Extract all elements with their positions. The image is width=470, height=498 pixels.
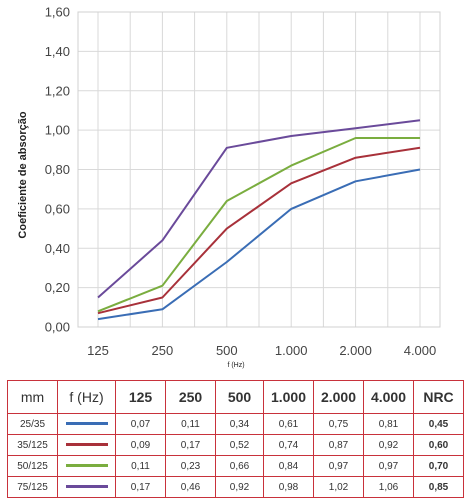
table-row: 35/125 0,09 0,17 0,52 0,74 0,87 0,92 0,60 <box>7 434 464 456</box>
y-tick-label: 0,20 <box>45 280 70 295</box>
header-125: 125 <box>115 380 166 414</box>
x-tick-label: 125 <box>87 343 109 358</box>
row-value: 0,46 <box>165 476 216 498</box>
row-value: 0,34 <box>215 413 264 435</box>
row-value: 0,97 <box>363 455 414 477</box>
absorption-chart: 0,00 0,20 0,40 0,60 0,80 1,00 1,20 1,40 1,60 125… <box>17 5 441 369</box>
y-tick-label: 0,00 <box>45 320 70 335</box>
table-row: 75/125 0,17 0,46 0,92 0,98 1,02 1,06 0,85 <box>7 476 464 498</box>
x-tick-label: 250 <box>152 343 174 358</box>
table-header-row: mm f (Hz) 125 250 500 1.000 2.000 4.000 … <box>7 380 464 414</box>
row-nrc: 0,70 <box>413 455 464 477</box>
row-mm: 25/35 <box>7 413 58 435</box>
row-value: 0,74 <box>263 434 314 456</box>
row-value: 0,23 <box>165 455 216 477</box>
row-value: 0,84 <box>263 455 314 477</box>
legend-line-swatch <box>65 464 108 468</box>
row-color-swatch <box>57 455 116 477</box>
y-tick-label: 1,60 <box>45 5 70 20</box>
x-tick-label: 2.000 <box>339 343 372 358</box>
header-mm: mm <box>7 380 58 414</box>
row-nrc: 0,60 <box>413 434 464 456</box>
plot-frame <box>77 11 441 328</box>
chart-series <box>97 119 421 321</box>
series-line-50-125 <box>97 137 420 313</box>
y-tick-label: 1,40 <box>45 44 70 59</box>
row-value: 0,81 <box>363 413 414 435</box>
row-value: 0,87 <box>313 434 364 456</box>
row-mm: 75/125 <box>7 476 58 498</box>
x-tick-label: 1.000 <box>275 343 308 358</box>
row-value: 0,66 <box>215 455 264 477</box>
row-value: 0,17 <box>115 476 166 498</box>
table-row: 50/125 0,11 0,23 0,66 0,84 0,97 0,97 0,70 <box>7 455 464 477</box>
row-value: 0,92 <box>363 434 414 456</box>
series-line-75-125 <box>97 119 421 299</box>
y-tick-label: 1,00 <box>45 123 70 138</box>
x-axis-ticks: 125 250 500 1.000 2.000 4.000 <box>87 343 436 358</box>
header-250: 250 <box>165 380 216 414</box>
header-2000: 2.000 <box>313 380 364 414</box>
y-tick-label: 1,20 <box>45 83 70 98</box>
x-tick-label: 4.000 <box>404 343 437 358</box>
table-body: 25/35 0,07 0,11 0,34 0,61 0,75 0,81 0,45 35/125 0… <box>7 413 464 498</box>
header-4000: 4.000 <box>363 380 414 414</box>
row-value: 0,52 <box>215 434 264 456</box>
row-value: 0,09 <box>115 434 166 456</box>
row-mm: 50/125 <box>7 455 58 477</box>
absorption-table-wrap: mm f (Hz) 125 250 500 1.000 2.000 4.000 … <box>7 380 464 498</box>
row-value: 0,92 <box>215 476 264 498</box>
legend-line-swatch <box>65 422 108 426</box>
row-value: 0,07 <box>115 413 166 435</box>
y-tick-label: 0,60 <box>45 201 70 216</box>
table-row: 25/35 0,07 0,11 0,34 0,61 0,75 0,81 0,45 <box>7 413 464 435</box>
row-value: 0,98 <box>263 476 314 498</box>
chart-grid <box>77 11 441 328</box>
y-tick-label: 0,80 <box>45 162 70 177</box>
row-value: 0,11 <box>165 413 216 435</box>
row-value: 0,11 <box>115 455 166 477</box>
row-mm: 35/125 <box>7 434 58 456</box>
header-frequency: f (Hz) <box>57 380 116 414</box>
header-500: 500 <box>215 380 264 414</box>
header-nrc: NRC <box>413 380 464 414</box>
y-axis-title: Coeficiente de absorção <box>17 111 29 238</box>
header-1000: 1.000 <box>263 380 314 414</box>
row-nrc: 0,85 <box>413 476 464 498</box>
row-color-swatch <box>57 476 116 498</box>
y-tick-label: 0,40 <box>45 241 70 256</box>
row-value: 1,02 <box>313 476 364 498</box>
row-color-swatch <box>57 434 116 456</box>
legend-line-swatch <box>65 443 108 447</box>
series-line-35-125 <box>97 146 421 315</box>
row-value: 0,61 <box>263 413 314 435</box>
series-line-25-35 <box>97 168 421 321</box>
row-value: 0,75 <box>313 413 364 435</box>
row-value: 0,17 <box>165 434 216 456</box>
y-axis-ticks: 0,00 0,20 0,40 0,60 0,80 1,00 1,20 1,40 1,60 <box>45 5 70 335</box>
x-tick-label: 500 <box>216 343 238 358</box>
row-value: 0,97 <box>313 455 364 477</box>
legend-line-swatch <box>65 485 108 489</box>
absorption-table: mm f (Hz) 125 250 500 1.000 2.000 4.000 … <box>7 380 464 498</box>
row-nrc: 0,45 <box>413 413 464 435</box>
row-value: 1,06 <box>363 476 414 498</box>
x-axis-title: f (Hz) <box>227 362 244 369</box>
row-color-swatch <box>57 413 116 435</box>
